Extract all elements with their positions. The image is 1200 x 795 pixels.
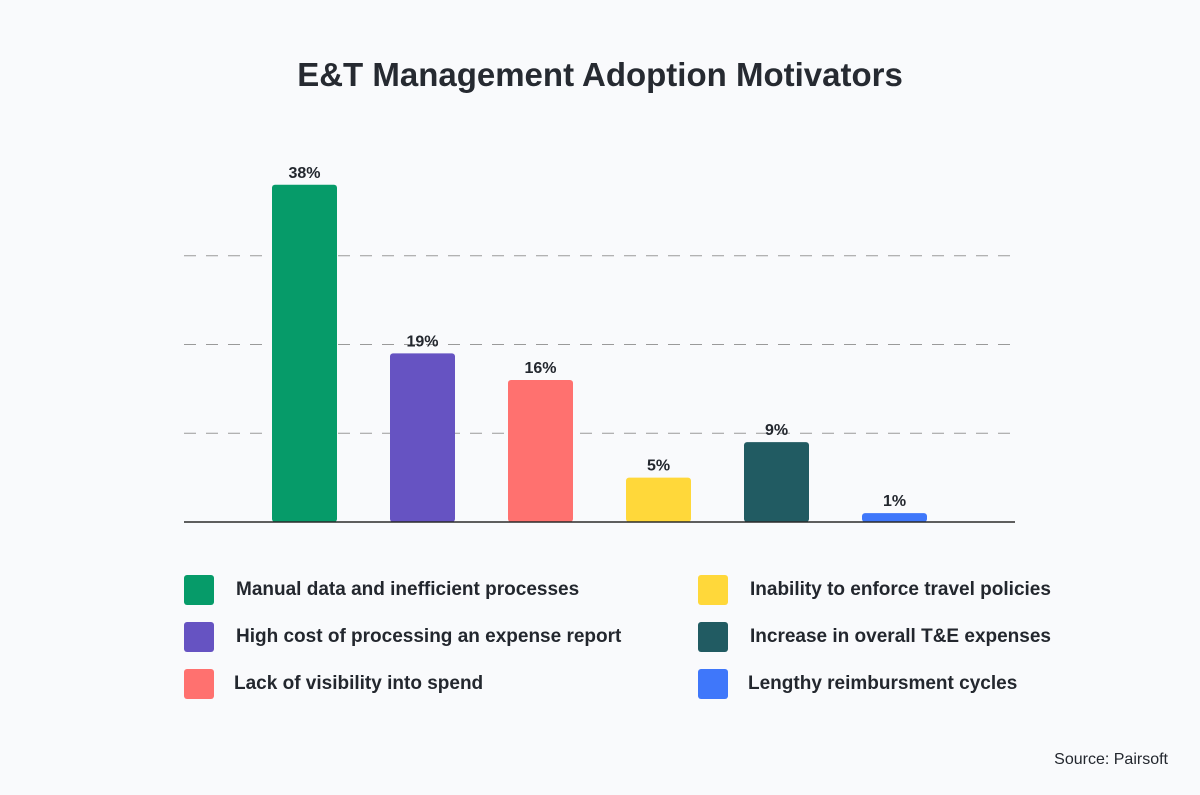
bar-value-label-3: 16% bbox=[524, 360, 556, 377]
legend-item-3: Lack of visibility into spend bbox=[184, 669, 483, 699]
legend-item-1: Manual data and inefficient processes bbox=[184, 575, 579, 605]
legend-item-4: Inability to enforce travel policies bbox=[698, 575, 1051, 605]
bar-value-label-2: 19% bbox=[406, 333, 438, 350]
legend-item-5: Increase in overall T&E expenses bbox=[698, 622, 1051, 652]
legend-label: Inability to enforce travel policies bbox=[750, 579, 1051, 600]
legend-swatch bbox=[698, 622, 728, 652]
bar-5 bbox=[744, 442, 809, 522]
legend-swatch bbox=[184, 669, 214, 699]
legend-label: Increase in overall T&E expenses bbox=[750, 626, 1051, 647]
bar-value-label-4: 5% bbox=[647, 458, 670, 475]
legend-label: Lengthy reimbursment cycles bbox=[748, 673, 1018, 694]
legend-label: Lack of visibility into spend bbox=[234, 673, 484, 694]
legend-swatch bbox=[698, 575, 728, 605]
chart-title: E&T Management Adoption Motivators bbox=[297, 56, 903, 93]
legend-swatch bbox=[184, 622, 214, 652]
bar-4 bbox=[626, 477, 691, 522]
legend-swatch bbox=[184, 575, 214, 605]
legend-label: High cost of processing an expense repor… bbox=[236, 626, 622, 647]
bar-value-label-6: 1% bbox=[883, 493, 906, 510]
source-note: Source: Pairsoft bbox=[1054, 751, 1168, 768]
bar-value-label-5: 9% bbox=[765, 422, 788, 439]
bars bbox=[272, 184, 927, 522]
bar-3 bbox=[508, 380, 573, 522]
bar-6 bbox=[862, 513, 927, 522]
legend-label: Manual data and inefficient processes bbox=[236, 579, 580, 600]
legend-item-2: High cost of processing an expense repor… bbox=[184, 622, 621, 652]
bar-2 bbox=[390, 353, 455, 522]
bar-chart: 38% 19% 16% 5% 9% 1% bbox=[184, 165, 1015, 523]
legend-swatch bbox=[698, 669, 728, 699]
legend-item-6: Lengthy reimbursment cycles bbox=[698, 669, 1017, 699]
bar-1 bbox=[272, 184, 337, 522]
bar-value-labels: 38% 19% 16% 5% 9% 1% bbox=[288, 165, 906, 510]
bar-value-label-1: 38% bbox=[288, 165, 320, 182]
